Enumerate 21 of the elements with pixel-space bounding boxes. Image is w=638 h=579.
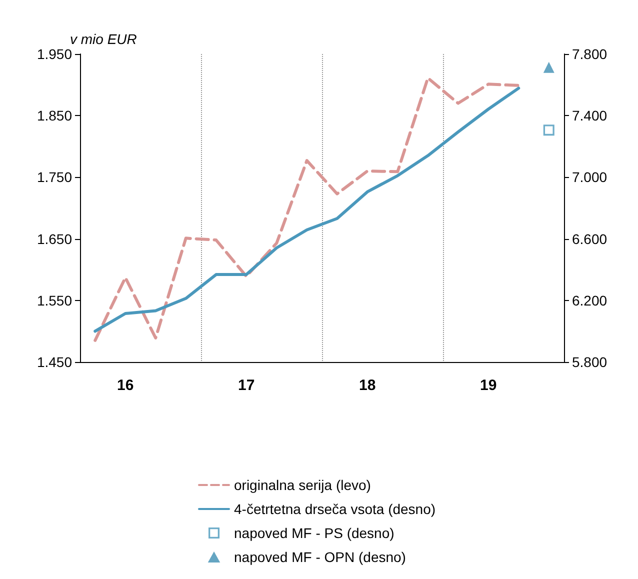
- y2-tick-label: 6.200: [572, 292, 608, 308]
- legend-label: napoved MF - PS (desno): [234, 525, 394, 541]
- y-tick-label: 1.950: [36, 46, 72, 62]
- legend-label: originalna serija (levo): [234, 477, 371, 493]
- y2-tick-label: 5.800: [572, 354, 608, 370]
- y2-tick-label: 7.800: [572, 46, 608, 62]
- x-tick-label: 17: [238, 377, 255, 394]
- x-tick-label: 19: [480, 377, 497, 394]
- y-axis-title: v mio EUR: [70, 31, 137, 47]
- y-tick-label: 1.650: [36, 230, 72, 247]
- y-tick-label: 1.850: [36, 108, 72, 124]
- y-tick-label: 1.550: [36, 292, 72, 308]
- y-tick-label: 1.450: [36, 354, 72, 370]
- y2-tick-label: 7.000: [572, 169, 608, 186]
- y-tick-label: 1.750: [36, 169, 72, 186]
- y2-tick-label: 7.400: [572, 108, 608, 124]
- y2-tick-label: 6.600: [572, 230, 608, 247]
- x-tick-label: 16: [117, 377, 134, 394]
- x-tick-label: 18: [359, 377, 376, 394]
- legend-label: napoved MF - OPN (desno): [234, 549, 406, 565]
- legend-label: 4-četrtetna drseča vsota (desno): [234, 501, 436, 517]
